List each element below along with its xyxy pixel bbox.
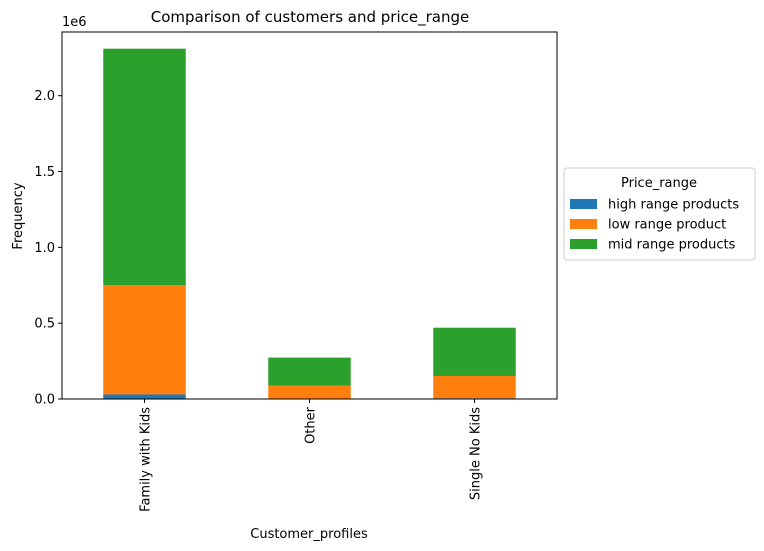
legend-frame xyxy=(563,167,756,261)
bar-mid-range-products-single-no-kids xyxy=(433,327,516,376)
bar-low-range-product-single-no-kids xyxy=(433,375,516,399)
y-tick-label: 0.5 xyxy=(34,317,55,332)
y-tick-label: 0.0 xyxy=(34,393,55,408)
legend-label: mid range products xyxy=(608,238,736,253)
legend: Price_range high range products low range… xyxy=(563,167,756,261)
plot-frame xyxy=(61,31,558,400)
y-tick-label: 2.0 xyxy=(34,89,55,104)
legend-swatch xyxy=(570,239,597,249)
bar-mid-range-products-other xyxy=(268,357,351,386)
legend-label: high range products xyxy=(608,198,739,213)
y-tick-label: 1.0 xyxy=(34,241,55,256)
bars xyxy=(103,48,516,399)
bar-low-range-product-other xyxy=(268,385,351,399)
x-tick-label: Single No Kids xyxy=(469,407,484,500)
x-tick-label: Other xyxy=(304,406,319,444)
bar-low-range-product-family-with-kids xyxy=(103,285,186,395)
bar-high-range-products-family-with-kids xyxy=(103,394,186,399)
y-axis-title: Frequency xyxy=(11,182,26,249)
legend-items: high range products low range product mid … xyxy=(570,198,739,253)
x-axis-ticks: Family with Kids Other Single No Kids xyxy=(139,399,484,512)
chart-title: Comparison of customers and price_range xyxy=(151,8,469,27)
bar-mid-range-products-family-with-kids xyxy=(103,48,186,286)
y-axis-ticks: 0.0 0.5 1.0 1.5 2.0 xyxy=(34,89,62,408)
legend-title: Price_range xyxy=(621,176,697,191)
y-tick-label: 1.5 xyxy=(34,165,55,180)
legend-swatch xyxy=(570,219,597,229)
x-tick-label: Family with Kids xyxy=(139,407,154,512)
y-offset-text: 1e6 xyxy=(62,15,87,30)
x-axis-title: Customer_profiles xyxy=(250,527,368,542)
legend-label: low range product xyxy=(608,218,726,233)
legend-swatch xyxy=(570,199,597,209)
